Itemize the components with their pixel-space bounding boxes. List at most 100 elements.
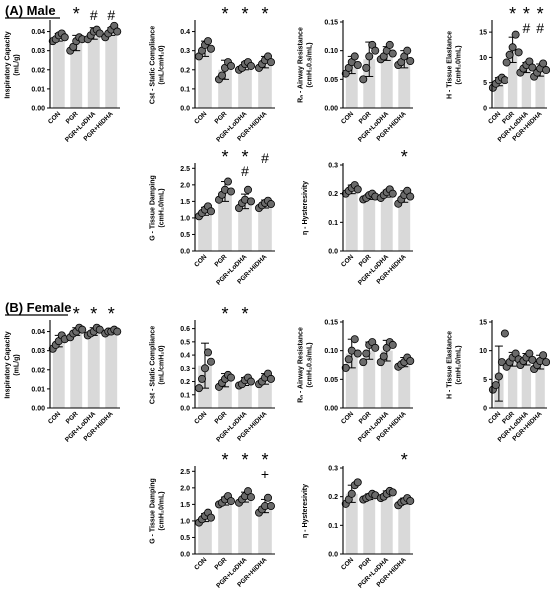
- significance-marker: *: [523, 4, 530, 24]
- x-tick-label: CON: [47, 110, 62, 125]
- data-point: [60, 33, 69, 42]
- x-tick-label: PGR: [65, 110, 80, 125]
- bar: [345, 353, 358, 408]
- bar: [105, 31, 118, 108]
- chart-panel: CON PGRPGR+LoDHAPGR+HiDHA0.000.050.100.15…: [298, 320, 415, 444]
- significance-marker: *: [90, 304, 97, 324]
- data-point: [500, 329, 509, 338]
- y-tick-label: 0.0: [180, 106, 190, 113]
- bar: [535, 70, 545, 108]
- data-point: [353, 185, 362, 194]
- y-tick-label: 0.0: [180, 249, 190, 256]
- bar: [70, 331, 83, 408]
- y-tick-label: 10: [479, 55, 487, 62]
- y-tick-label: 0.1: [328, 220, 338, 227]
- data-point: [359, 358, 368, 367]
- bar: [380, 493, 393, 554]
- x-tick-label: CON: [193, 556, 208, 571]
- data-point: [539, 59, 548, 68]
- significance-marker: #: [522, 20, 530, 36]
- data-point: [353, 478, 362, 487]
- y-tick-label: 0.1: [328, 523, 338, 530]
- data-point: [362, 349, 371, 358]
- data-point: [113, 27, 122, 36]
- bar: [521, 359, 532, 408]
- significance-marker: #: [261, 150, 269, 166]
- y-tick-label: 0.03: [31, 48, 45, 55]
- data-point: [403, 46, 412, 55]
- y-tick-label: 0.10: [324, 48, 338, 55]
- bar: [363, 496, 376, 554]
- data-point: [266, 58, 275, 67]
- bar: [363, 59, 376, 108]
- bar: [87, 33, 100, 108]
- data-point: [385, 40, 394, 49]
- data-point: [200, 364, 209, 373]
- y-tick-label: 0.1: [180, 86, 190, 93]
- y-axis-label: Cst - Static Compliance: [150, 26, 157, 104]
- data-point: [226, 187, 235, 196]
- bar: [398, 500, 411, 554]
- y-tick-label: 15: [479, 320, 487, 327]
- data-point: [353, 349, 362, 358]
- x-tick-label: CON: [340, 253, 355, 268]
- bar: [494, 81, 504, 108]
- significance-marker: #: [536, 20, 544, 36]
- x-tick-label: PGR: [65, 410, 80, 425]
- y-tick-label: 0.2: [328, 191, 338, 198]
- chart-panel: CON*PGR*#PGR+LoDHA#PGR+HiDHA0.00.51.01.5…: [150, 147, 275, 287]
- data-point: [341, 363, 350, 372]
- data-point: [206, 513, 215, 522]
- y-tick-label: 0.15: [324, 20, 338, 27]
- y-tick-label: 2.0: [180, 182, 190, 189]
- y-axis-label: (cmH₂0/mL): [159, 491, 166, 530]
- x-tick-label: CON: [193, 253, 208, 268]
- data-point: [226, 497, 235, 506]
- x-tick-label: CON: [193, 410, 208, 425]
- bar: [345, 493, 358, 554]
- x-tick-label: CON: [487, 110, 502, 125]
- data-point: [95, 325, 104, 334]
- bar: [87, 331, 100, 408]
- data-point: [95, 29, 104, 38]
- data-point: [362, 63, 371, 72]
- significance-marker: *: [73, 4, 80, 24]
- x-tick-label: CON: [340, 556, 355, 571]
- y-tick-label: 0.00: [324, 406, 338, 413]
- chart-panel: CON*PGR*PGR+LoDHA*PGR+HiDHA0.000.010.020…: [5, 304, 122, 444]
- bar: [52, 341, 65, 408]
- y-axis-label: (mL/g): [14, 54, 21, 75]
- bar: [52, 37, 65, 108]
- bar: [398, 362, 411, 408]
- bar: [218, 501, 232, 554]
- y-tick-label: 2.5: [180, 469, 190, 476]
- bar: [363, 350, 376, 408]
- y-tick-label: 15: [479, 30, 487, 37]
- data-point: [206, 44, 215, 53]
- significance-marker: #: [107, 7, 115, 23]
- y-axis-label: Inspiratory Capacity: [5, 331, 12, 398]
- y-tick-label: 5: [483, 80, 487, 87]
- data-point: [206, 207, 215, 216]
- y-tick-label: 0: [483, 106, 487, 113]
- y-tick-label: 1.5: [180, 199, 190, 206]
- y-tick-label: 0.05: [324, 377, 338, 384]
- y-tick-label: 0.5: [180, 232, 190, 239]
- y-tick-label: 0.4: [180, 353, 190, 360]
- data-point: [539, 351, 548, 360]
- data-point: [388, 189, 397, 198]
- significance-marker: *: [401, 147, 408, 167]
- data-point: [525, 349, 534, 358]
- data-point: [203, 37, 212, 46]
- y-axis-label: (cmH₂0/mL): [456, 345, 463, 384]
- data-point: [344, 355, 353, 364]
- chart-panel: CON PGRPGR+LoDHAPGR+HiDHA0.000.050.100.15…: [298, 20, 415, 144]
- data-point: [113, 327, 122, 336]
- bar: [380, 53, 393, 108]
- data-point: [500, 76, 509, 85]
- y-tick-label: 0.0: [328, 249, 338, 256]
- y-tick-label: 0.03: [31, 348, 45, 355]
